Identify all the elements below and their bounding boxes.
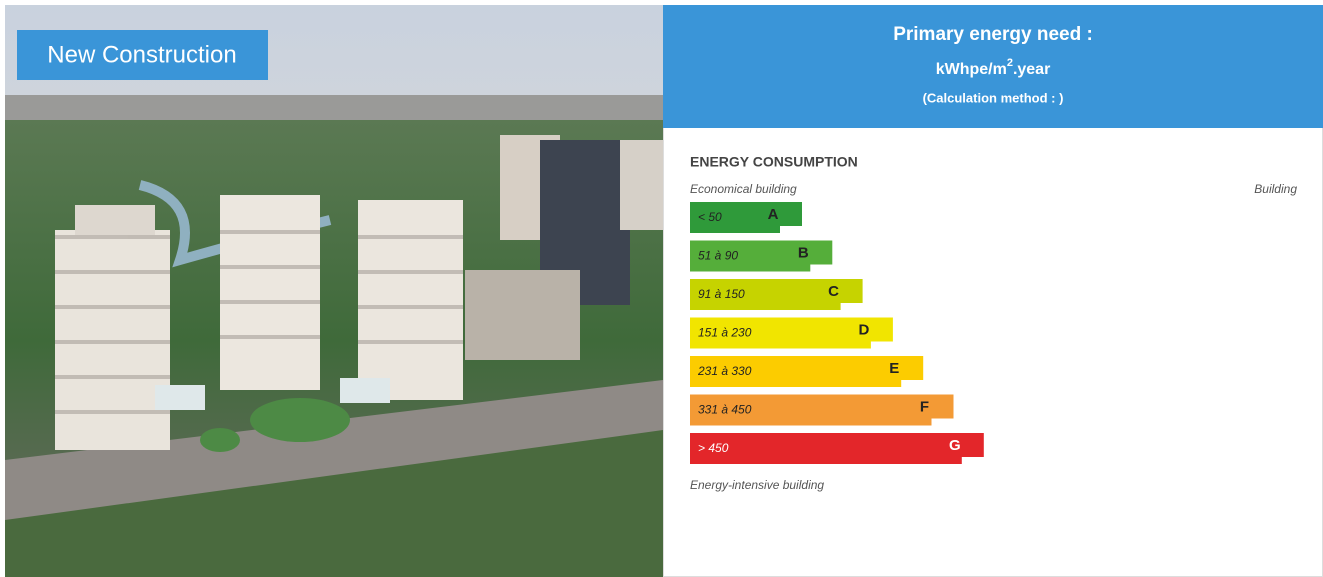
rating-letter: A <box>768 206 779 223</box>
screen: New Construction Primary energy need : k… <box>0 0 1323 577</box>
rating-letter: E <box>889 360 899 377</box>
header-method: (Calculation method : ) <box>923 90 1064 105</box>
rating-range: 51 à 90 <box>698 249 738 263</box>
photo <box>5 5 663 577</box>
rating-letter: G <box>949 437 961 454</box>
scale-title: ENERGY CONSUMPTION <box>690 154 858 170</box>
bottom-label: Energy-intensive building <box>690 478 824 492</box>
rating-bar <box>690 433 984 464</box>
rating-letter: D <box>858 321 869 338</box>
rating-range: 231 à 330 <box>697 364 752 378</box>
rating-range: > 450 <box>698 441 729 455</box>
unit-rest: .year <box>1013 61 1050 78</box>
unit-base: kWhpe/m <box>936 61 1007 78</box>
top-right-label: Building <box>1254 182 1297 196</box>
rating-letter: B <box>798 244 809 261</box>
rating-range: < 50 <box>698 210 722 224</box>
header-title: Primary energy need : <box>893 24 1093 45</box>
rating-range: 151 à 230 <box>698 326 752 340</box>
badge-text: New Construction <box>47 41 236 68</box>
rating-letter: C <box>828 283 839 300</box>
top-left-label: Economical building <box>690 182 797 196</box>
rating-range: 91 à 150 <box>698 287 745 301</box>
page: New Construction Primary energy need : k… <box>0 0 1323 577</box>
rating-range: 331 à 450 <box>698 403 752 417</box>
rating-letter: F <box>920 398 929 415</box>
